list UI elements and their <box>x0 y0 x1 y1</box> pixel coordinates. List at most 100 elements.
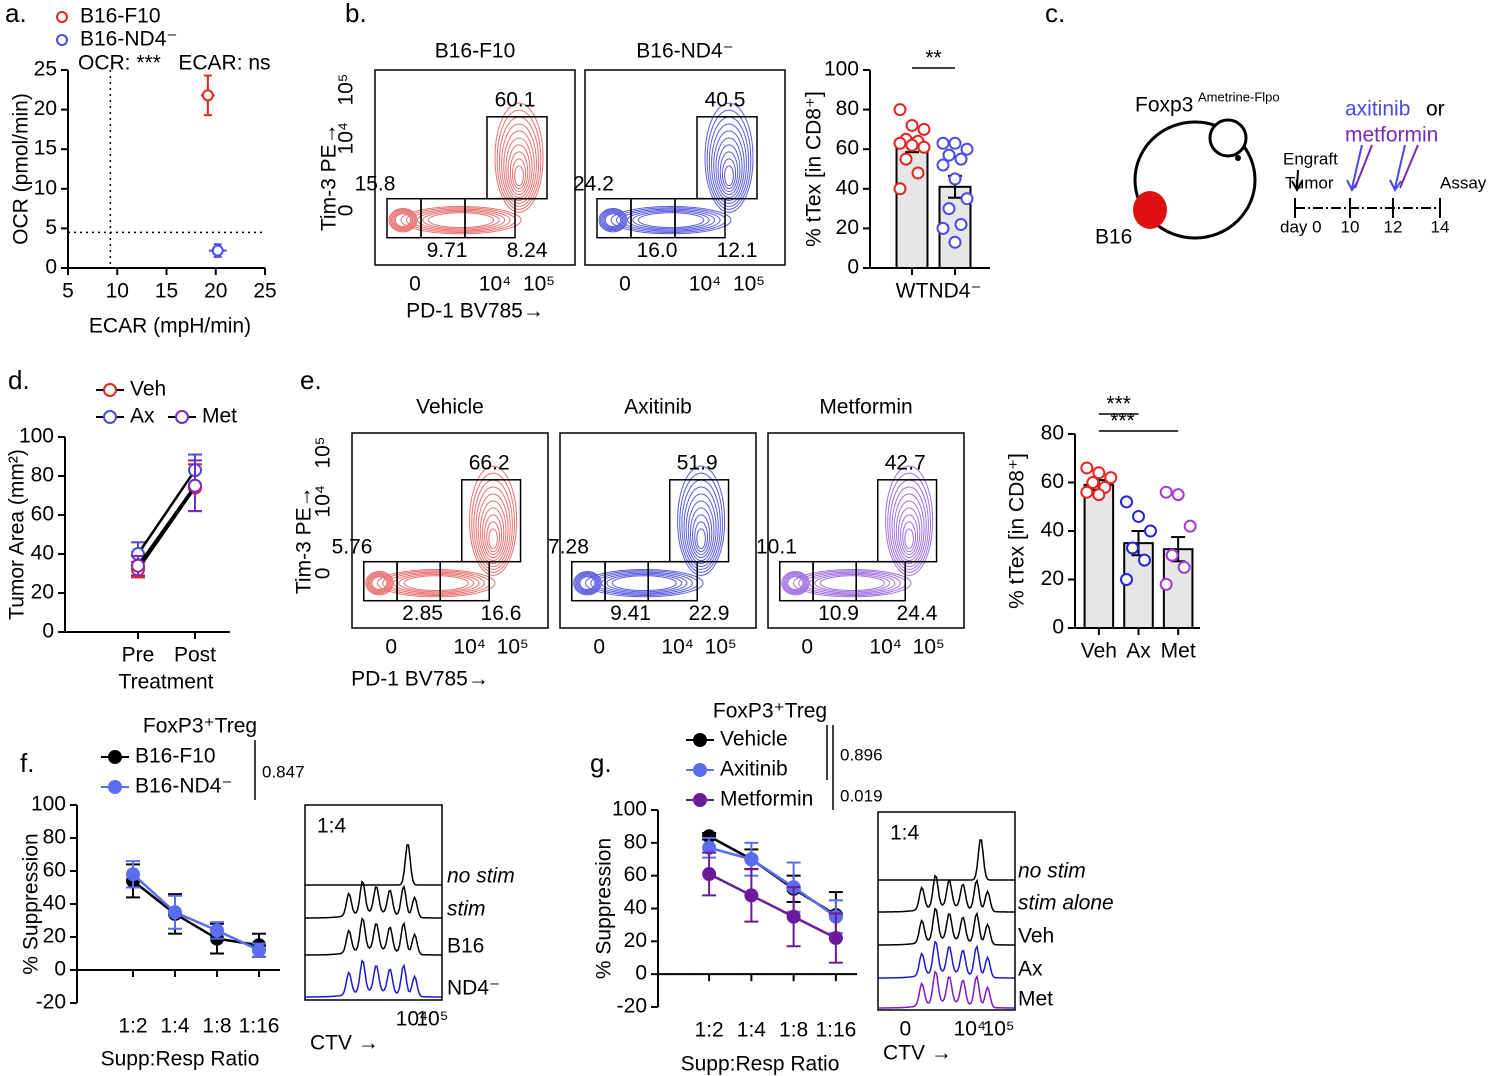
gate <box>674 197 726 239</box>
y-axis-label: % tTex [in CD8⁺] <box>1006 453 1029 609</box>
point <box>917 140 931 154</box>
y-tick-label: 10 <box>34 176 57 199</box>
gate-label: 10.1 <box>756 536 797 559</box>
x-tick-label: 15 <box>155 280 178 303</box>
hist-label: stim alone <box>1018 892 1114 915</box>
x-tick-label: 10⁴ <box>954 1018 986 1041</box>
contour <box>400 206 522 235</box>
point <box>1159 485 1173 499</box>
x-tick-label: 10⁵ <box>983 1018 1015 1041</box>
legend-marker <box>103 410 117 424</box>
point <box>948 172 962 186</box>
point <box>1120 573 1133 586</box>
contour <box>393 212 413 229</box>
y-tick-label: 80 <box>836 97 859 120</box>
x-tick-label: 10⁵ <box>416 1008 448 1031</box>
y-tick-label: 100 <box>824 58 859 81</box>
contour <box>578 575 597 592</box>
point <box>1092 466 1106 480</box>
point <box>936 158 950 172</box>
point <box>942 148 956 162</box>
series-line <box>132 873 260 952</box>
y-tick-label: 10⁵ <box>335 73 358 105</box>
x-tick-label: 1:8 <box>202 1015 231 1038</box>
contour <box>501 123 537 204</box>
y-tick-label: 10⁴ <box>312 485 335 517</box>
day-label: day 0 <box>1280 217 1322 236</box>
y-tick-label: 80 <box>31 464 54 487</box>
gate <box>877 479 938 563</box>
contour <box>602 211 624 230</box>
point <box>786 909 801 924</box>
gate-label: 2.85 <box>402 602 443 625</box>
contour <box>398 573 475 593</box>
legend-marker <box>108 780 122 794</box>
contour <box>783 573 808 594</box>
point <box>936 136 950 150</box>
x-tick-label: 0 <box>593 636 605 659</box>
contour <box>469 465 518 576</box>
contour <box>694 521 709 553</box>
contour <box>784 574 806 593</box>
contour <box>514 165 524 187</box>
contour <box>473 479 513 570</box>
point <box>168 905 182 920</box>
point <box>1144 524 1157 538</box>
point <box>131 558 145 573</box>
hist-label: stim <box>447 898 486 921</box>
y-axis-label: OCR (pmol/min) <box>10 93 33 245</box>
y-axis-label: Tim-3 PE→ <box>293 486 316 594</box>
point <box>942 202 956 216</box>
panel-label: a. <box>5 0 27 28</box>
contour <box>599 209 627 232</box>
y-tick-label: 0 <box>635 962 647 985</box>
hist-label: B16 <box>447 935 484 958</box>
point <box>126 867 140 882</box>
point <box>1132 509 1145 523</box>
contour <box>376 569 496 598</box>
y-tick-label: 20 <box>1041 567 1064 590</box>
contour <box>782 572 809 595</box>
contour <box>486 521 501 553</box>
gate <box>486 116 548 200</box>
flow-frame <box>559 432 757 629</box>
bar <box>1083 483 1115 629</box>
gate-label: 66.2 <box>469 452 510 475</box>
point <box>1104 471 1118 485</box>
contour <box>887 472 932 573</box>
y-tick-label: 40 <box>31 542 54 565</box>
y-tick-label: 0 <box>54 958 66 981</box>
gate <box>647 560 698 602</box>
contour <box>484 514 503 556</box>
mouse-superscript: Ametrine-Flpo <box>1198 89 1280 104</box>
point <box>702 867 717 882</box>
point <box>188 478 202 493</box>
gate-label: 9.71 <box>427 239 468 262</box>
y-tick-label: 15 <box>34 137 57 160</box>
x-tick-label: ND4⁻ <box>928 280 981 303</box>
contour <box>809 572 896 594</box>
contour <box>475 486 511 567</box>
contour <box>787 576 804 591</box>
y-axis-label: % Suppression <box>20 833 43 974</box>
x-tick-label: 10⁵ <box>705 636 737 659</box>
legend-marker <box>693 733 707 747</box>
gate-label: 22.9 <box>689 602 730 625</box>
point <box>893 182 907 196</box>
contour <box>403 575 469 592</box>
contour <box>481 507 505 559</box>
drug-label: metformin <box>1345 124 1438 147</box>
legend-marker <box>56 11 68 23</box>
x-tick-label: 0 <box>619 273 631 296</box>
mouse-drawing <box>1133 118 1441 240</box>
y-tick-label: 10⁴ <box>335 122 358 154</box>
y-tick-label: 20 <box>31 581 54 604</box>
contour <box>471 472 516 573</box>
contour <box>891 486 927 567</box>
contour <box>579 576 596 591</box>
legend-label: Veh <box>130 378 166 401</box>
contour <box>416 209 506 231</box>
contour <box>711 123 747 204</box>
contour <box>685 493 717 564</box>
y-tick-label: 100 <box>612 798 647 821</box>
